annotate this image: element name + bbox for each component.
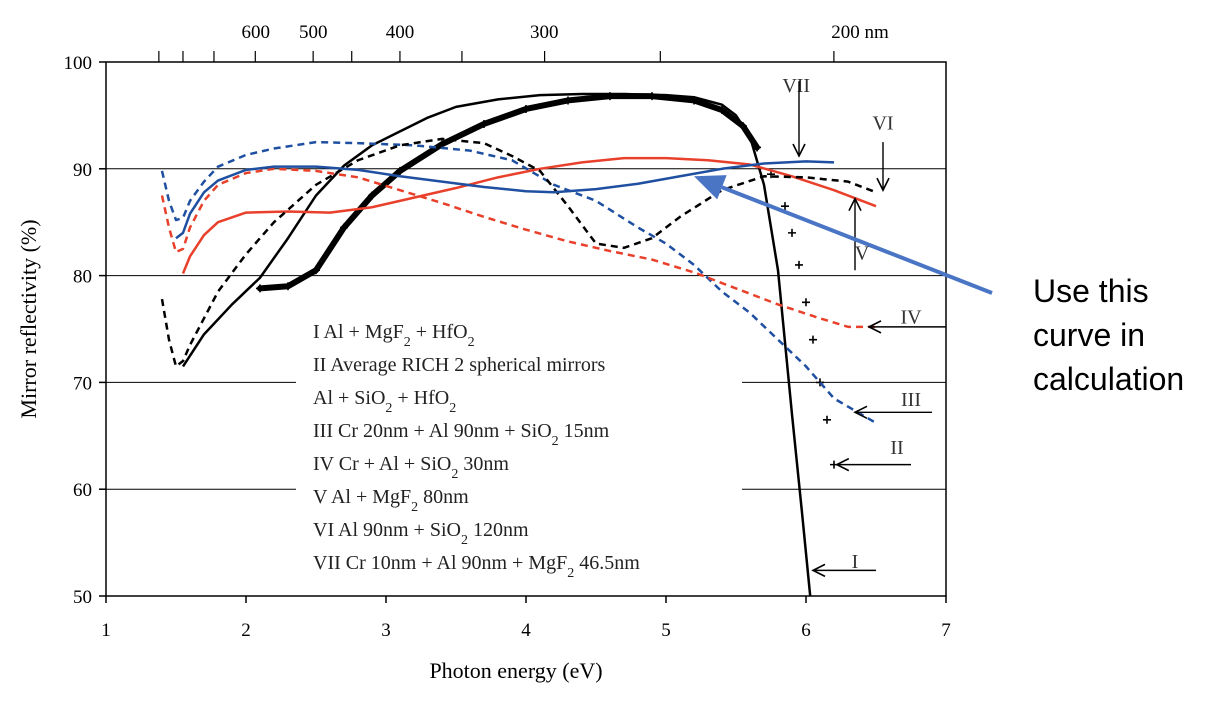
x-tick-label: 2 xyxy=(241,620,251,641)
x-tick-label: 1 xyxy=(101,620,111,641)
series-v xyxy=(181,156,877,274)
legend-text-part: IV Cr + Al + SiO xyxy=(313,453,451,475)
x-tick-label: 7 xyxy=(941,620,951,641)
legend-text-part: 80nm xyxy=(418,486,469,508)
legend-text-part: V Al + MgF xyxy=(313,486,411,508)
legend-subscript: 2 xyxy=(567,566,574,581)
curve-label-i: I xyxy=(852,551,859,573)
legend-entry-iv: IV Cr + Al + SiO2 30nm xyxy=(313,453,509,482)
x-axis-title: Photon energy (eV) xyxy=(429,658,602,683)
y-tick-label: 60 xyxy=(73,480,92,501)
legend-text-part: III Cr 20nm + Al 90nm + SiO xyxy=(313,420,552,442)
curve-label-vi: VI xyxy=(872,112,893,134)
curve-arrowhead-i xyxy=(811,563,826,578)
y-tick-label: 70 xyxy=(73,373,92,394)
series-ii-point xyxy=(823,415,831,424)
curve-arrowhead-iii xyxy=(853,405,868,420)
y-axis-title: Mirror reflectivity (%) xyxy=(16,219,41,418)
legend-text-part: 46.5nm xyxy=(574,552,640,574)
y-axis: 50 60 70 80 90 100 xyxy=(64,53,106,608)
y-tick-label: 90 xyxy=(73,160,92,181)
top-tick-label: 500 xyxy=(299,22,328,43)
curve-arrowhead-vi xyxy=(876,177,890,192)
x-tick-label: 3 xyxy=(381,620,391,641)
curve-arrowhead-v xyxy=(848,196,862,212)
curve-arrowhead-vii xyxy=(792,143,806,158)
legend-text-part: + HfO xyxy=(392,387,449,409)
curve-label-v: V xyxy=(855,243,870,265)
y-tick-label: 80 xyxy=(73,267,92,288)
legend-text-part: + HfO xyxy=(411,321,468,343)
series-ii-point xyxy=(816,378,824,387)
annotation: Use this curve in calculation xyxy=(694,175,1184,397)
legend-entry-vii: VII Cr 10nm + Al 90nm + MgF2 46.5nm xyxy=(313,552,640,581)
series-ii-point xyxy=(781,202,789,211)
series-ii-point xyxy=(809,335,817,344)
y-tick-label: 100 xyxy=(64,53,93,74)
legend-background xyxy=(296,308,742,576)
curve-arrowhead-ii xyxy=(835,457,850,472)
curve-arrowhead-iv xyxy=(867,320,882,334)
x-tick-label: 4 xyxy=(521,620,531,641)
series-vii xyxy=(175,160,835,240)
x-tick-label: 6 xyxy=(801,620,811,641)
curve-label-ii: II xyxy=(890,437,903,459)
annotation-arrowhead xyxy=(694,175,727,200)
legend-entry-i: I Al + MgF2 + HfO2 xyxy=(313,321,475,350)
legend-text-part: VI Al 90nm + SiO xyxy=(313,519,461,541)
annotation-arrow-shaft xyxy=(721,185,993,295)
legend-entry-ii: II Average RICH 2 spherical mirrors xyxy=(313,354,606,376)
legend-text-part: 15nm xyxy=(559,420,610,442)
annotation-text-line: curve in xyxy=(1033,317,1145,353)
series-layer xyxy=(160,92,877,597)
series-i xyxy=(181,92,812,597)
legend-subscript: 2 xyxy=(404,335,411,350)
legend-entry-vi: VI Al 90nm + SiO2 120nm xyxy=(313,519,529,548)
series-ii-point xyxy=(802,298,810,307)
curve-label-iv: IV xyxy=(900,307,922,329)
legend-text-part: I Al + MgF xyxy=(313,321,404,343)
curve-label-vii: VII xyxy=(782,75,810,97)
top-tick-label: 200 nm xyxy=(831,22,889,43)
x-tick-label: 5 xyxy=(661,620,671,641)
legend-entry-ii-b: Al + SiO2 + HfO2 xyxy=(313,387,456,416)
legend-subscript: 2 xyxy=(411,500,418,515)
series-ii-point xyxy=(788,228,796,237)
y-tick-label: 50 xyxy=(73,587,92,608)
legend-subscript: 2 xyxy=(385,401,392,416)
legend-text-part: 30nm xyxy=(458,453,509,475)
legend-text-part: Al + SiO xyxy=(313,387,385,409)
series-ii xyxy=(256,92,838,469)
series-iii xyxy=(160,140,877,425)
series-vi xyxy=(160,137,877,368)
legend-subscript: 2 xyxy=(451,467,458,482)
curve-label-iii: III xyxy=(901,389,921,411)
series-ii-point xyxy=(795,260,803,269)
legend-subscript: 2 xyxy=(552,434,559,449)
x-axis: 1 2 3 4 5 6 7 xyxy=(101,596,951,641)
top-tick-label: 600 xyxy=(242,22,271,43)
legend-subscript: 2 xyxy=(461,533,468,548)
legend-entry-v: V Al + MgF2 80nm xyxy=(313,486,469,515)
legend-text-part: VII Cr 10nm + Al 90nm + MgF xyxy=(313,552,567,574)
legend-subscript: 2 xyxy=(449,401,456,416)
top-wavelength-axis: 600 500 400 300 200 nm xyxy=(158,22,889,62)
legend-entry-iii: III Cr 20nm + Al 90nm + SiO2 15nm xyxy=(313,420,610,449)
legend-text-part: II Average RICH 2 spherical mirrors xyxy=(313,354,606,376)
top-tick-label: 300 xyxy=(530,22,559,43)
legend-subscript: 2 xyxy=(468,335,475,350)
annotation-text-line: calculation xyxy=(1033,361,1184,397)
top-tick-label: 400 xyxy=(386,22,415,43)
legend-text-part: 120nm xyxy=(468,519,529,541)
series-iv xyxy=(160,167,876,329)
annotation-text-line: Use this xyxy=(1033,273,1149,309)
series-ii-band xyxy=(257,93,760,292)
